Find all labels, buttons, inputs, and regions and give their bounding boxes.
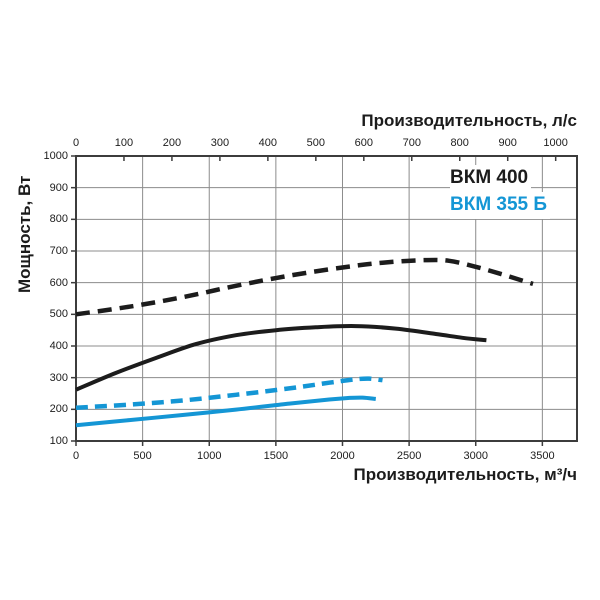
left-tick-label-200: 200 — [49, 403, 68, 416]
top-tick-label-200: 200 — [162, 137, 182, 149]
plot-border — [75, 155, 578, 442]
left-tick-label-400: 400 — [49, 340, 68, 352]
top-tick-label-100: 100 — [114, 137, 134, 149]
left-tick-label-600: 600 — [49, 276, 68, 289]
top-tick-label-500: 500 — [306, 137, 326, 149]
bottom-tick-label-2000: 2000 — [330, 450, 355, 462]
top-tick-label-600: 600 — [354, 137, 373, 149]
left-tick-label-900: 900 — [49, 181, 68, 194]
left-tick-label-700: 700 — [49, 245, 68, 257]
bottom-tick-label-500: 500 — [133, 450, 152, 462]
curve-2-dashed — [75, 376, 383, 411]
top-axis-title: Производительность, л/с — [361, 111, 577, 130]
legend-item-vkm-400: ВКМ 400 — [450, 165, 532, 192]
bottom-tick-label-0: 0 — [72, 450, 80, 462]
top-tick-label-700: 700 — [402, 137, 421, 149]
top-tick-label-800: 800 — [450, 137, 469, 149]
curve-3-solid — [75, 395, 376, 428]
top-tick-label-300: 300 — [210, 137, 230, 149]
top-tick-label-1000: 1000 — [543, 137, 568, 149]
left-tick-label-100: 100 — [49, 435, 68, 447]
bottom-tick-label-1500: 1500 — [263, 450, 289, 462]
top-tick-label-0: 0 — [72, 137, 80, 149]
left-tick-label-500: 500 — [49, 308, 68, 321]
top-tick-label-900: 900 — [498, 137, 517, 149]
top-tick-label-400: 400 — [258, 137, 278, 149]
bottom-tick-label-3500: 3500 — [530, 450, 555, 462]
legend-item-vkm-355b: ВКМ 355 Б — [450, 192, 551, 219]
bottom-axis-title: Производительность, м³/ч — [353, 465, 577, 484]
bottom-tick-label-3000: 3000 — [463, 450, 488, 462]
curve-0-dashed — [75, 257, 534, 317]
bottom-tick-label-2500: 2500 — [396, 450, 422, 462]
legend: ВКМ 400 ВКМ 355 Б — [450, 165, 551, 219]
curve-1-solid — [75, 324, 487, 392]
left-tick-label-300: 300 — [49, 371, 68, 384]
left-tick-label-1000: 1000 — [43, 150, 68, 162]
bottom-tick-label-1000: 1000 — [196, 450, 222, 462]
left-tick-label-800: 800 — [49, 213, 68, 226]
